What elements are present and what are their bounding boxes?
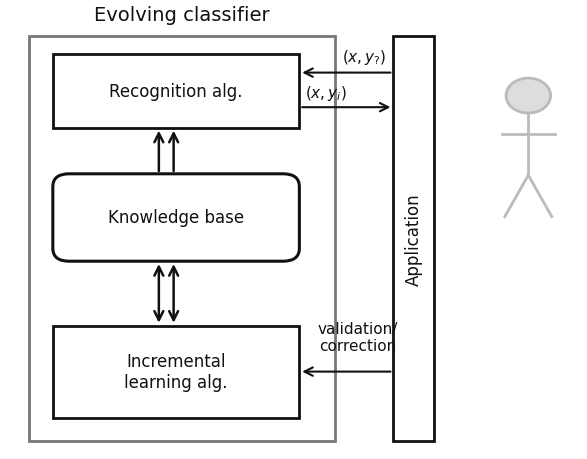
Text: $(x, y_i)$: $(x, y_i)$ [305, 84, 347, 102]
Text: $(x, y_?)$: $(x, y_?)$ [342, 48, 386, 67]
Circle shape [506, 79, 551, 114]
FancyBboxPatch shape [53, 55, 299, 129]
Text: validation/
correction: validation/ correction [318, 321, 398, 353]
Text: Application: Application [405, 192, 423, 285]
Text: Incremental
learning alg.: Incremental learning alg. [124, 353, 228, 391]
FancyBboxPatch shape [29, 37, 335, 441]
FancyBboxPatch shape [393, 37, 434, 441]
Text: Evolving classifier: Evolving classifier [94, 6, 270, 25]
FancyBboxPatch shape [53, 326, 299, 418]
FancyBboxPatch shape [53, 174, 299, 262]
Text: Recognition alg.: Recognition alg. [109, 83, 243, 101]
Text: Knowledge base: Knowledge base [108, 209, 244, 227]
